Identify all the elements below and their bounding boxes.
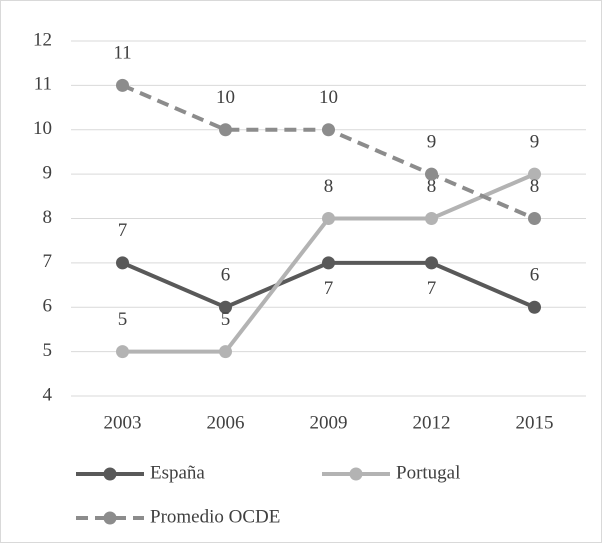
data-label: 8 <box>530 176 540 197</box>
point <box>528 300 541 314</box>
legend-label: Promedio OCDE <box>150 506 280 527</box>
legend-marker <box>103 511 117 525</box>
y-tick-label: 10 <box>33 118 52 139</box>
point <box>219 345 232 359</box>
x-tick-label: 2015 <box>516 412 554 433</box>
y-tick-label: 5 <box>43 340 53 361</box>
data-label: 7 <box>324 278 334 299</box>
point <box>116 345 129 359</box>
y-tick-label: 8 <box>43 207 53 228</box>
x-tick-label: 2012 <box>413 412 451 433</box>
data-label: 5 <box>221 309 231 330</box>
data-label: 10 <box>216 87 235 108</box>
data-label: 8 <box>427 176 437 197</box>
data-label: 9 <box>530 131 540 152</box>
point <box>528 167 541 181</box>
legend-label: España <box>150 462 205 483</box>
point <box>116 256 129 270</box>
data-label: 6 <box>530 265 540 286</box>
x-tick-label: 2003 <box>104 412 142 433</box>
data-label: 8 <box>324 176 334 197</box>
y-tick-label: 12 <box>33 29 52 50</box>
point <box>322 256 335 270</box>
data-label: 10 <box>319 87 338 108</box>
y-tick-label: 9 <box>43 162 53 183</box>
data-label: 9 <box>427 131 437 152</box>
point <box>116 78 129 92</box>
y-tick-label: 11 <box>34 74 52 95</box>
y-tick-label: 6 <box>43 296 53 317</box>
x-tick-label: 2006 <box>207 412 245 433</box>
legend-marker <box>349 467 363 481</box>
point <box>528 212 541 225</box>
data-label: 6 <box>221 265 231 286</box>
data-label: 7 <box>118 220 128 241</box>
data-label: 7 <box>427 278 437 299</box>
legend-label: Portugal <box>396 462 460 483</box>
data-label: 11 <box>113 43 131 64</box>
data-label: 5 <box>118 309 128 330</box>
point <box>425 212 438 225</box>
legend-marker <box>103 467 117 481</box>
point <box>425 167 438 181</box>
point <box>425 256 438 270</box>
y-tick-label: 7 <box>43 251 53 272</box>
point <box>219 123 232 137</box>
point <box>219 300 232 314</box>
x-tick-label: 2009 <box>310 412 348 433</box>
point <box>322 212 335 225</box>
y-tick-label: 4 <box>43 384 53 405</box>
point <box>322 123 335 137</box>
